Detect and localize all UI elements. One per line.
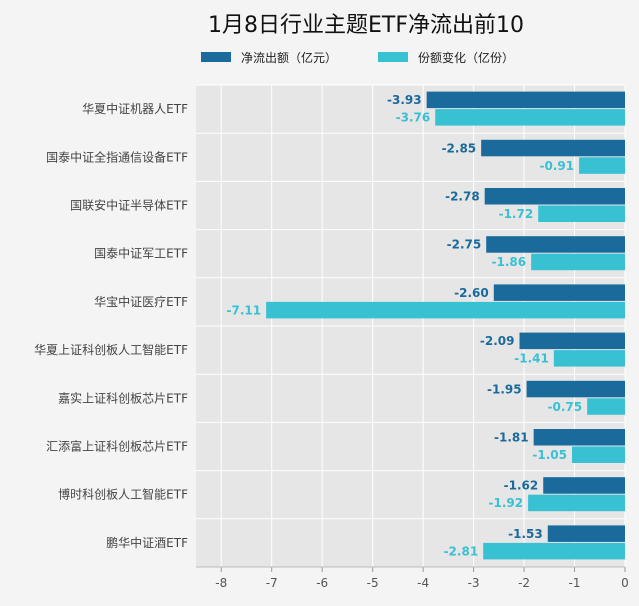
category-label: 博时科创板人工智能ETF: [58, 487, 188, 502]
data-label: -0.75: [548, 400, 583, 414]
category-label: 华夏中证机器人ETF: [82, 101, 188, 116]
bar: [519, 332, 625, 350]
data-label: -2.78: [445, 190, 480, 204]
x-tick-label: -7: [266, 576, 278, 590]
legend: 净流出额（亿元） 份额变化（亿份）: [201, 50, 514, 65]
category-label: 国联安中证半导体ETF: [70, 198, 188, 213]
x-tick-label: -3: [468, 576, 480, 590]
bar: [493, 284, 625, 301]
category-label: 国泰中证军工ETF: [94, 246, 188, 261]
x-tick-label: -2: [518, 576, 530, 590]
x-tick-label: -6: [316, 576, 328, 590]
data-label: -7.11: [227, 303, 262, 317]
data-label: -2.85: [442, 141, 477, 155]
x-tick-label: -5: [367, 576, 379, 590]
data-label: -2.81: [444, 544, 479, 558]
bar: [533, 429, 625, 446]
data-label: -1.05: [532, 448, 567, 462]
data-label: -1.72: [499, 207, 534, 221]
bar: [528, 494, 625, 512]
x-tick-label: -1: [569, 576, 581, 590]
legend-swatch: [378, 52, 408, 62]
bar: [484, 188, 625, 205]
bar: [553, 350, 625, 367]
x-tick-label: 0: [621, 576, 629, 590]
data-label: -1.92: [489, 496, 524, 510]
data-label: -3.76: [396, 111, 431, 125]
chart-title: 1月8日行业主题ETF净流出前10: [208, 13, 524, 38]
x-tick-label: -8: [215, 576, 227, 590]
category-label: 国泰中证全指通信设备ETF: [46, 149, 188, 164]
category-label: 华夏上证科创板人工智能ETF: [34, 342, 188, 357]
data-label: -2.75: [447, 238, 482, 252]
category-label: 鹏华中证酒ETF: [106, 535, 188, 550]
data-label: -1.62: [504, 479, 539, 493]
bar: [531, 253, 625, 271]
data-label: -2.09: [480, 334, 515, 348]
category-label: 华宝中证医疗ETF: [94, 294, 188, 309]
bar: [579, 157, 625, 174]
data-label: -1.95: [487, 382, 522, 396]
legend-swatch: [201, 52, 231, 62]
x-tick-label: -4: [417, 576, 429, 590]
bar: [587, 398, 625, 415]
legend-label: 份额变化（亿份）: [418, 50, 514, 65]
data-label: -1.86: [492, 255, 527, 269]
bar: [526, 380, 625, 398]
data-label: -1.53: [508, 527, 543, 541]
category-label: 汇添富上证科创板芯片ETF: [46, 439, 188, 454]
bar: [435, 109, 625, 126]
category-label: 嘉实上证科创板芯片ETF: [58, 390, 188, 405]
legend-label: 净流出额（亿元）: [241, 50, 337, 65]
bar: [572, 446, 625, 463]
data-label: -0.91: [539, 159, 574, 173]
data-label: -3.93: [387, 93, 422, 107]
bar: [547, 525, 625, 542]
bar: [543, 477, 625, 494]
bar: [481, 139, 625, 157]
bar: [426, 91, 625, 109]
data-label: -1.41: [514, 352, 549, 366]
bar: [483, 542, 625, 560]
bar: [266, 301, 625, 319]
bar: [538, 205, 625, 222]
data-label: -2.60: [454, 286, 489, 300]
data-label: -1.81: [494, 431, 529, 445]
bar: [486, 236, 625, 253]
